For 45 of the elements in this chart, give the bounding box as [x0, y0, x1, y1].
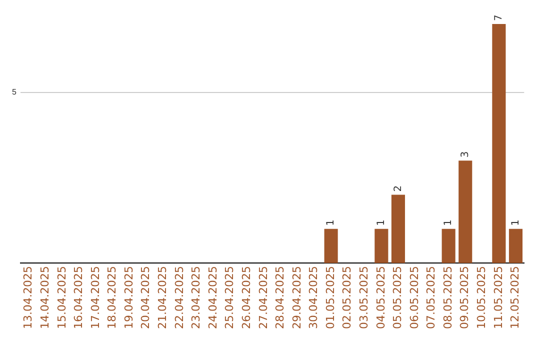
x-tick-label: 22.04.2025	[172, 266, 186, 330]
x-tick-label: 07.05.2025	[424, 266, 438, 330]
x-tick-label: 19.04.2025	[122, 266, 136, 330]
x-tick-label: 24.04.2025	[206, 266, 220, 330]
x-tick-label: 17.04.2025	[88, 266, 102, 330]
x-tick-label: 21.04.2025	[156, 266, 170, 330]
bar	[442, 228, 456, 264]
x-tick-label: 27.04.2025	[256, 266, 270, 330]
x-tick-label: 30.04.2025	[307, 266, 320, 330]
x-tick-label: 25.04.2025	[223, 266, 236, 330]
data-label: 7	[494, 14, 505, 21]
x-tick-label: 02.05.2025	[340, 266, 354, 330]
x-tick-label: 29.04.2025	[290, 266, 304, 330]
data-label: 1	[376, 220, 388, 226]
data-label: 3	[460, 151, 471, 158]
x-tick-label: 08.05.2025	[441, 266, 454, 330]
y-tick-label: 5	[12, 87, 17, 96]
bar	[391, 194, 405, 264]
x-tick-label: 12.05.2025	[508, 266, 522, 330]
x-tick-label: 16.04.2025	[72, 266, 86, 330]
x-tick-label: 13.04.2025	[22, 266, 35, 330]
x-tick-label: 09.05.2025	[458, 266, 472, 330]
x-tick-label: 26.04.2025	[240, 266, 253, 330]
data-label: 2	[392, 185, 404, 192]
x-tick-label: 10.05.2025	[475, 266, 488, 330]
x-tick-label: 05.05.2025	[391, 266, 404, 330]
bar	[324, 228, 338, 264]
x-tick-label: 23.04.2025	[190, 266, 203, 330]
x-tick-label: 04.05.2025	[374, 266, 388, 330]
bar	[508, 228, 523, 264]
bar	[492, 24, 506, 264]
x-tick-label: 28.04.2025	[274, 266, 287, 330]
data-label: 1	[443, 220, 454, 226]
x-tick-label: 01.05.2025	[324, 266, 337, 330]
x-tick-label: 11.05.2025	[492, 266, 505, 330]
bar	[458, 160, 472, 264]
x-tick-label: 06.05.2025	[408, 266, 421, 330]
data-label: 1	[510, 220, 522, 226]
x-tick-label: 14.04.2025	[38, 266, 52, 330]
x-tick-label: 15.04.2025	[55, 266, 68, 330]
x-tick-label: 20.04.2025	[139, 266, 152, 330]
data-label: 1	[326, 220, 337, 226]
bar	[374, 228, 388, 264]
x-tick-label: 03.05.2025	[357, 266, 370, 330]
x-tick-label: 18.04.2025	[106, 266, 119, 330]
